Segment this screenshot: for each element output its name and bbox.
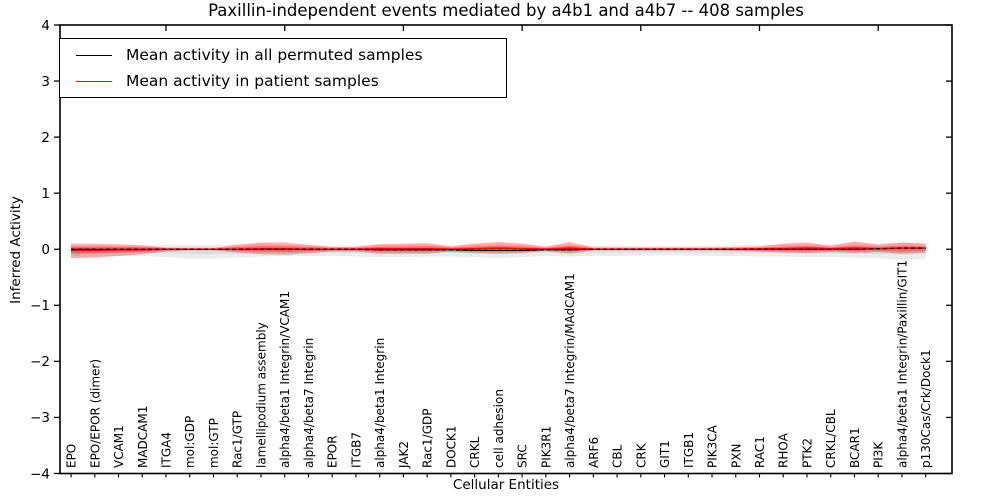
entity-label: EPO/EPOR (dimer) xyxy=(88,359,102,468)
entity-label: SRC xyxy=(516,444,530,468)
y-tick-label: 2 xyxy=(41,130,50,146)
entity-label: MADCAM1 xyxy=(136,406,150,468)
entity-label: mol:GTP xyxy=(207,418,221,468)
legend-line-permuted xyxy=(76,54,112,56)
entity-label: VCAM1 xyxy=(112,425,126,468)
y-axis-label: Inferred Activity xyxy=(8,196,24,304)
entity-label: EPOR xyxy=(326,435,340,468)
entity-label: ARF6 xyxy=(587,437,601,468)
y-tick-labels: −4 −3 −2 −1 0 1 2 3 4 xyxy=(30,18,50,482)
entity-label: PTK2 xyxy=(800,438,814,468)
entity-label: alpha4/beta1 Integrin/VCAM1 xyxy=(278,291,292,468)
entity-label: Rac1/GDP xyxy=(421,409,435,468)
entity-label: EPO xyxy=(65,444,79,468)
legend-box: Mean activity in all permuted samples Me… xyxy=(59,38,507,98)
y-tick-label: −2 xyxy=(30,354,50,370)
y-tick-label: 0 xyxy=(41,242,50,258)
y-tick-label: −1 xyxy=(30,298,50,314)
entity-label: Rac1/GTP xyxy=(231,411,245,468)
entity-label: alpha4/beta1 Integrin/Paxillin/GIT1 xyxy=(895,260,909,468)
entity-label: ITGB1 xyxy=(682,432,696,468)
entity-label: PIK3R1 xyxy=(539,426,553,468)
entity-label: DOCK1 xyxy=(444,425,458,468)
x-axis-label: Cellular Entities xyxy=(452,477,560,493)
permuted-mean-dashes xyxy=(71,247,926,252)
entity-label: CRK xyxy=(634,442,648,468)
mean-lines xyxy=(71,247,926,252)
entity-label: alpha4/beta1 Integrin xyxy=(373,338,387,468)
legend-line-patient xyxy=(76,80,112,82)
entity-label: JAK2 xyxy=(397,441,411,469)
legend-label-patient: Mean activity in patient samples xyxy=(126,72,379,90)
entity-label: PI3K xyxy=(872,441,886,468)
entity-label: PXN xyxy=(729,444,743,468)
entity-label: alpha4/beta7 Integrin/MAdCAM1 xyxy=(563,273,577,468)
entity-label: cell adhesion xyxy=(492,389,506,468)
entity-label: BCAR1 xyxy=(848,427,862,468)
entity-label: RAC1 xyxy=(753,436,767,468)
entity-label: lamellipodium assembly xyxy=(254,322,268,468)
legend-entry-permuted: Mean activity in all permuted samples xyxy=(60,42,506,68)
entity-label: GIT1 xyxy=(658,440,672,468)
y-tick-label: 3 xyxy=(41,74,50,90)
entity-label: CRKL xyxy=(468,436,482,468)
y-tick-label: −4 xyxy=(30,466,50,482)
entity-label: alpha4/beta7 Integrin xyxy=(302,338,316,468)
entity-label: RHOA xyxy=(777,432,791,468)
entity-label: p130Cas/Crk/Dock1 xyxy=(919,349,933,468)
entity-label: ITGA4 xyxy=(160,432,174,468)
legend-entry-patient: Mean activity in patient samples xyxy=(60,68,506,94)
entity-label: CBL xyxy=(611,444,625,468)
y-tick-label: 4 xyxy=(41,18,50,34)
entity-label: CRKL/CBL xyxy=(824,409,838,468)
y-tick-label: −3 xyxy=(30,410,50,426)
entity-labels: EPO EPO/EPOR (dimer) VCAM1 MADCAM1 ITGA4 mol:… xyxy=(65,260,934,469)
y-tick-label: 1 xyxy=(41,186,50,202)
entity-label: PIK3CA xyxy=(706,424,720,468)
entity-label: mol:GDP xyxy=(183,416,197,468)
chart-title: Paxillin-independent events mediated by … xyxy=(208,1,804,20)
legend-label-permuted: Mean activity in all permuted samples xyxy=(126,46,423,64)
axis-ticks xyxy=(54,24,952,478)
entity-label: ITGB7 xyxy=(349,432,363,468)
